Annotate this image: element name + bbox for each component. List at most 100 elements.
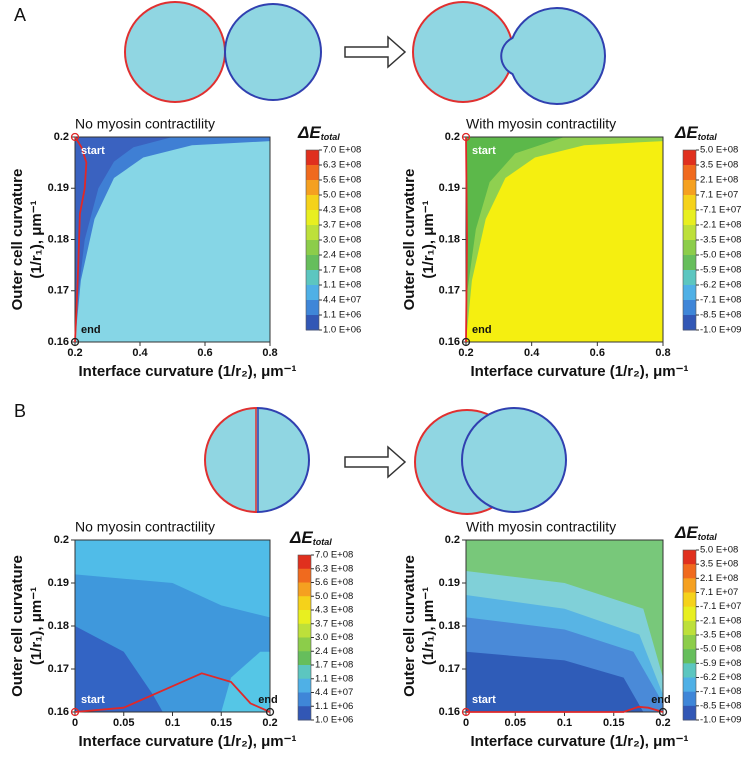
y-axis-label: (1/r₁), μm⁻¹ (420, 587, 437, 665)
colorbar-segment (683, 165, 696, 181)
colorbar-segment (298, 582, 311, 597)
colorbar-segment (683, 315, 696, 331)
colorbar-tick-label: 7.0 E+08 (323, 145, 361, 156)
contour-region (221, 651, 270, 712)
x-tick-label: 0.8 (655, 347, 670, 359)
y-tick-label: 0.17 (439, 285, 460, 297)
colorbar-tick-label: -5.9 E+08 (700, 658, 741, 669)
y-tick-label: 0.17 (48, 663, 69, 675)
annotation: end (651, 694, 671, 706)
colorbar-segment (683, 210, 696, 226)
y-tick-label: 0.16 (439, 336, 460, 348)
colorbar-tick-label: -7.1 E+08 (700, 686, 741, 697)
colorbar-title-main: ΔE (674, 523, 698, 542)
colorbar-title-sub: total (698, 532, 717, 542)
cell (461, 407, 567, 513)
colorbar-segment (683, 240, 696, 256)
annotation: start (81, 145, 105, 157)
panel-label: A (14, 5, 26, 25)
y-tick-label: 0.2 (445, 131, 460, 143)
y-tick-label: 0.18 (439, 620, 460, 632)
annotation: end (258, 694, 278, 706)
contour-region (75, 540, 270, 618)
colorbar-tick-label: 2.1 E+08 (700, 175, 738, 186)
colorbar-tick-label: -6.2 E+08 (700, 672, 741, 683)
endpoint-marker (461, 337, 471, 347)
endpoint-marker (658, 707, 668, 717)
arrow (344, 35, 407, 69)
colorbar-segment (683, 150, 696, 166)
colorbar-tick-label: -5.0 E+08 (700, 250, 741, 261)
plot-area (466, 540, 663, 712)
colorbar-tick-label: 4.4 E+07 (315, 687, 353, 698)
y-tick-label: 0.18 (48, 233, 69, 245)
colorbar-tick-label: -7.1 E+08 (700, 295, 741, 306)
colorbar-title-main: ΔE (297, 123, 321, 142)
x-tick-label: 0 (463, 717, 469, 729)
annotation: end (81, 324, 101, 336)
endpoint-marker (265, 707, 275, 717)
colorbar-segment (683, 578, 696, 593)
colorbar-segment (683, 225, 696, 241)
colorbar-segment (683, 663, 696, 678)
x-tick-label: 0.05 (505, 717, 526, 729)
colorbar-segment (298, 555, 311, 570)
colorbar-segment (683, 677, 696, 693)
colorbar-segment (306, 165, 319, 181)
x-tick-label: 0.2 (655, 717, 670, 729)
contour-region (75, 137, 270, 342)
y-tick-label: 0.18 (48, 620, 69, 632)
cell (205, 408, 309, 512)
colorbar-segment (683, 635, 696, 650)
endpoint-marker (461, 132, 471, 142)
y-tick-label: 0.16 (439, 706, 460, 718)
endpoint-marker (70, 132, 80, 142)
colorbar-tick-label: 5.6 E+08 (323, 175, 361, 186)
chart-title: With myosin contractility (466, 519, 616, 535)
colorbar-tick-label: 4.3 E+08 (323, 205, 361, 216)
colorbar-tick-label: 1.7 E+08 (323, 265, 361, 276)
colorbar-tick-label: 1.0 E+06 (323, 325, 361, 336)
colorbar-tick-label: 1.1 E+06 (315, 701, 353, 712)
y-tick-label: 0.17 (439, 663, 460, 675)
cell-edge (204, 407, 258, 513)
trajectory (466, 705, 664, 713)
colorbar-tick-label: 6.3 E+08 (323, 160, 361, 171)
colorbar-segment (683, 705, 696, 721)
colorbar-tick-label: -2.1 E+08 (700, 615, 741, 626)
contour-region (466, 137, 663, 342)
x-tick-label: 0.2 (67, 347, 82, 359)
colorbar-title: ΔEtotal (674, 523, 717, 542)
x-tick-label: 0.1 (165, 717, 180, 729)
colorbar-segment (306, 150, 319, 166)
x-tick-label: 0.6 (590, 347, 605, 359)
colorbar-segment (306, 255, 319, 271)
colorbar-segment (298, 610, 311, 625)
x-tick-label: 0.15 (603, 717, 624, 729)
y-tick-label: 0.2 (445, 534, 460, 546)
x-axis-label: Interface curvature (1/r₂), μm⁻¹ (79, 363, 297, 380)
endpoint-marker (70, 337, 80, 347)
colorbar-tick-label: -8.5 E+08 (700, 700, 741, 711)
colorbar-tick-label: -6.2 E+08 (700, 280, 741, 291)
annotation: end (472, 324, 492, 336)
cell (224, 3, 322, 101)
arrow (344, 445, 407, 479)
y-tick-label: 0.18 (439, 233, 460, 245)
y-tick-label: 0.16 (48, 706, 69, 718)
x-tick-label: 0.4 (524, 347, 540, 359)
x-axis-label: Interface curvature (1/r₂), μm⁻¹ (79, 733, 297, 750)
colorbar-tick-label: -5.0 E+08 (700, 644, 741, 655)
colorbar-tick-label: 5.0 E+08 (323, 190, 361, 201)
colorbar-segment (298, 596, 311, 611)
plot-area (466, 137, 663, 342)
y-tick-label: 0.2 (54, 131, 69, 143)
colorbar-tick-label: 3.5 E+08 (700, 559, 738, 570)
colorbar-segment (298, 568, 311, 583)
colorbar-segment (306, 180, 319, 196)
colorbar-tick-label: -3.5 E+08 (700, 630, 741, 641)
cell (124, 1, 226, 103)
colorbar-tick-label: 1.1 E+08 (315, 673, 353, 684)
x-tick-label: 0.6 (197, 347, 212, 359)
colorbar-title: ΔEtotal (674, 123, 717, 142)
